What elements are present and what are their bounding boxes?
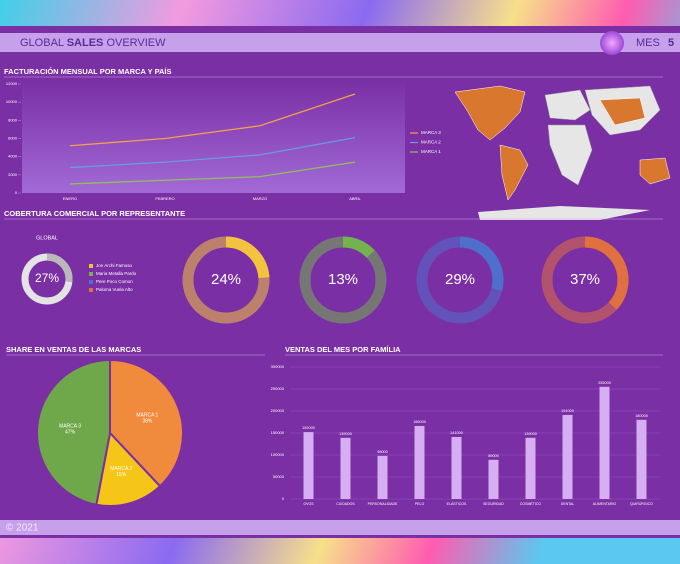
- line-series: [69, 136, 356, 169]
- donut-title: GLOBAL: [36, 235, 58, 241]
- y-tick-label: 2000: [8, 172, 18, 177]
- bar: [414, 425, 425, 499]
- bar-label: 141000: [450, 431, 463, 435]
- section-title: SHARE EN VENTAS DE LAS MARCAS: [6, 345, 141, 354]
- x-tick-label: ALIMENTARIO: [593, 502, 617, 506]
- bar-label: 89000: [488, 454, 499, 458]
- logo: [600, 31, 624, 55]
- slice-label: 38%: [142, 419, 153, 425]
- donut-label: 24%: [211, 271, 241, 288]
- legend-label: Jon Archi Famoso: [96, 263, 133, 268]
- y-tick-label: 8000: [8, 117, 18, 122]
- slice-name: MARCA 1: [136, 413, 158, 419]
- legend-label: Pere Poco Comon: [96, 279, 133, 284]
- y-tick-label: 10000: [6, 99, 18, 104]
- legend-label: Maria Metalla Pardo: [96, 271, 137, 276]
- period-label: MES: [636, 37, 660, 49]
- bar: [303, 432, 314, 499]
- donut-arc: [225, 236, 270, 279]
- title-part: GLOBAL: [20, 37, 64, 49]
- y-tick-label: 150000: [271, 430, 285, 435]
- bar-label: 180000: [635, 414, 648, 418]
- footer-bar: [0, 520, 680, 535]
- bar-label: 98000: [377, 450, 388, 454]
- y-tick-label: 0: [15, 190, 18, 195]
- x-tick-label: OVOS: [303, 502, 314, 506]
- bar: [636, 419, 647, 499]
- y-tick-label: 6000: [8, 136, 18, 141]
- bar: [340, 437, 351, 499]
- header-bar: [0, 33, 680, 52]
- x-tick-label: CUIDADOS: [336, 502, 355, 506]
- bar: [377, 455, 388, 499]
- section-title: COBERTURA COMERCIAL POR REPRESENTANTE: [4, 209, 185, 218]
- bar: [525, 437, 536, 499]
- x-tick-label: PERSONALIDADE: [368, 502, 398, 506]
- pie-slice: [95, 430, 162, 507]
- legend-label: MARCA 1: [421, 149, 441, 154]
- x-tick-label: ABRIL: [349, 196, 361, 201]
- bar: [599, 386, 610, 499]
- legend-swatch: [89, 272, 93, 276]
- donut-label: 37%: [570, 271, 600, 288]
- x-tick-label: QUIRÚRGICO: [630, 502, 653, 506]
- title-part: OVERVIEW: [106, 37, 166, 49]
- world-map: [454, 85, 671, 220]
- bar: [451, 436, 462, 499]
- bar-label: 166000: [413, 420, 426, 424]
- x-tick-label: MARZO: [253, 196, 267, 201]
- donut-arc: [584, 236, 629, 310]
- donut-arc: [459, 236, 504, 291]
- y-tick-label: 12000: [6, 81, 18, 86]
- donut-label: 29%: [445, 271, 475, 288]
- slice-name: MARCA 2: [110, 466, 132, 472]
- legend-swatch: [89, 264, 93, 268]
- pie-slice: [36, 358, 111, 506]
- x-tick-label: PELO: [415, 502, 425, 506]
- legend-swatch: [89, 280, 93, 284]
- bar-label: 139000: [339, 432, 352, 436]
- y-tick-label: 4000: [8, 154, 18, 159]
- legend-swatch: [89, 288, 93, 292]
- y-tick-label: 100000: [271, 452, 285, 457]
- y-tick-label: 0: [282, 496, 285, 501]
- x-tick-label: ENERO: [63, 196, 77, 201]
- donut-label: 13%: [328, 271, 358, 288]
- section-title: VENTAS DEL MES POR FAMÍLIA: [285, 345, 401, 354]
- donut-label: 27%: [35, 271, 59, 285]
- donut-arc: [46, 253, 73, 283]
- period-value: 5: [668, 37, 674, 49]
- slice-label: 47%: [65, 430, 76, 436]
- pie-slice: [109, 358, 184, 488]
- title-part: SALES: [67, 37, 104, 49]
- footer-text: © 2021: [6, 523, 39, 534]
- x-tick-label: SEGURIDAD: [483, 502, 504, 506]
- legend-label: MARCA 2: [421, 140, 441, 145]
- legend-label: Paloma Vuela Alto: [96, 287, 133, 292]
- bar-label: 152000: [302, 426, 315, 430]
- donut-arc: [342, 236, 375, 258]
- x-tick-label: DENTAL: [561, 502, 575, 506]
- line-series: [69, 93, 356, 147]
- x-tick-label: COSMÉTICO: [520, 501, 541, 506]
- slice-label: 15%: [116, 472, 127, 478]
- bar: [562, 414, 573, 499]
- bar-label: 139000: [524, 432, 537, 436]
- bar: [488, 459, 499, 499]
- y-tick-label: 200000: [271, 408, 285, 413]
- slice-name: MARCA 3: [59, 424, 81, 430]
- section-title: FACTURACIÓN MENSUAL POR MARCA Y PAÍS: [4, 67, 172, 76]
- legend-label: MARCA 3: [421, 130, 441, 135]
- bar-label: 191000: [561, 409, 574, 413]
- bar-label: 255000: [598, 381, 611, 385]
- x-tick-label: ELÁSTICOS: [447, 502, 467, 506]
- x-tick-label: FEBRERO: [155, 196, 174, 201]
- y-tick-label: 300000: [271, 364, 285, 369]
- y-tick-label: 250000: [271, 386, 285, 391]
- y-tick-label: 50000: [273, 474, 285, 479]
- header-title: GLOBAL SALES OVERVIEW: [20, 37, 166, 49]
- line-series: [69, 161, 356, 185]
